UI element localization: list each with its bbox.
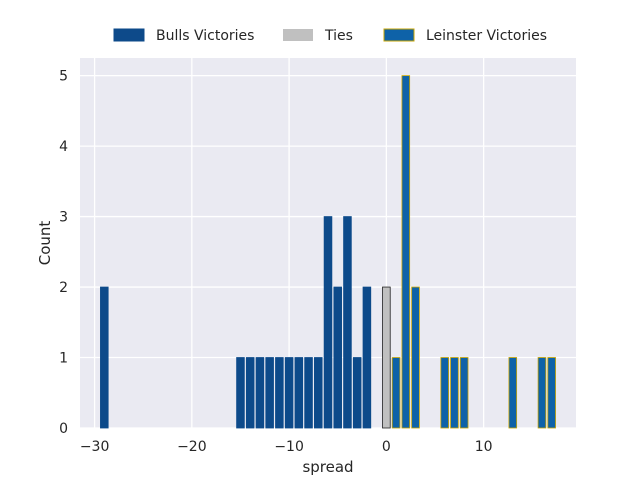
- histogram-bar: [255, 357, 265, 429]
- y-tick-label: 0: [59, 421, 68, 437]
- y-tick-label: 4: [59, 139, 68, 155]
- histogram-bar: [459, 357, 469, 429]
- x-tick-label: −30: [80, 439, 110, 455]
- histogram-bar: [284, 357, 294, 429]
- x-tick-label: −20: [177, 439, 207, 455]
- histogram-bar: [314, 357, 323, 429]
- histogram-bar: [245, 357, 255, 429]
- legend-swatch-bulls: [113, 28, 145, 42]
- bars: [100, 75, 556, 429]
- y-tick-labels: 0 1 2 3 4 5: [59, 69, 68, 437]
- legend-swatch-ties: [283, 29, 313, 41]
- histogram-bar: [343, 216, 352, 429]
- y-axis-label: Count: [36, 221, 54, 266]
- histogram-bar: [537, 357, 547, 429]
- histogram-bar: [401, 75, 411, 429]
- histogram-bar: [411, 286, 420, 429]
- legend-label-bulls: Bulls Victories: [156, 28, 254, 44]
- legend-swatch-leinster: [383, 28, 415, 42]
- y-tick-label: 2: [59, 280, 68, 296]
- histogram-bar: [508, 357, 518, 429]
- y-tick-label: 1: [59, 351, 68, 367]
- legend-label-leinster: Leinster Victories: [426, 28, 547, 44]
- x-tick-label: −10: [274, 439, 304, 455]
- y-tick-label: 5: [59, 69, 68, 85]
- x-axis-label: spread: [302, 458, 353, 476]
- histogram-bar: [440, 357, 449, 429]
- histogram-bar: [382, 286, 391, 429]
- histogram-bar: [547, 357, 556, 429]
- histogram-bar: [304, 357, 313, 429]
- histogram-bar: [100, 286, 109, 429]
- histogram-bar: [294, 357, 304, 429]
- grid-lines: [80, 58, 576, 429]
- x-tick-label: 0: [382, 439, 391, 455]
- histogram-bar: [323, 216, 333, 429]
- x-tick-labels: −30 −20 −10 0 10: [80, 439, 493, 455]
- histogram-bar: [450, 357, 459, 429]
- y-tick-label: 3: [59, 210, 68, 226]
- x-tick-label: 10: [475, 439, 493, 455]
- histogram-bar: [333, 286, 342, 429]
- legend-label-ties: Ties: [324, 28, 353, 44]
- legend[interactable]: Bulls Victories Ties Leinster Victories: [113, 28, 547, 44]
- histogram-bar: [391, 357, 401, 429]
- histogram-bar: [236, 357, 245, 429]
- histogram-bar: [265, 357, 274, 429]
- histogram-bar: [352, 357, 362, 429]
- histogram-bar: [275, 357, 284, 429]
- histogram-bar: [362, 286, 372, 429]
